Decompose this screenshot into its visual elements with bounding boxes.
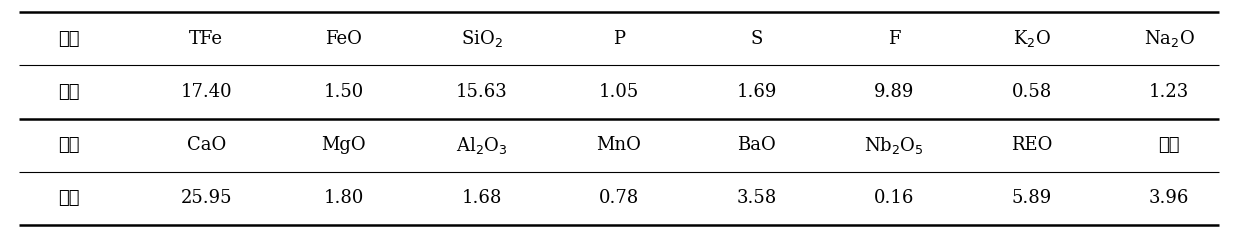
Text: 含量: 含量: [58, 190, 79, 207]
Text: 25.95: 25.95: [181, 190, 232, 207]
Text: REO: REO: [1011, 136, 1052, 154]
Text: 含量: 含量: [58, 83, 79, 101]
Text: 5.89: 5.89: [1011, 190, 1052, 207]
Text: Nb$_2$O$_5$: Nb$_2$O$_5$: [864, 135, 924, 156]
Text: 1.68: 1.68: [462, 190, 501, 207]
Text: 1.23: 1.23: [1149, 83, 1190, 101]
Text: 0.16: 0.16: [874, 190, 915, 207]
Text: 0.58: 0.58: [1011, 83, 1052, 101]
Text: 元素: 元素: [58, 136, 79, 154]
Text: K$_2$O: K$_2$O: [1013, 28, 1051, 49]
Text: S: S: [750, 30, 763, 47]
Text: 1.05: 1.05: [599, 83, 639, 101]
Text: TFe: TFe: [189, 30, 223, 47]
Text: 17.40: 17.40: [181, 83, 233, 101]
Text: F: F: [888, 30, 900, 47]
Text: 元素: 元素: [58, 30, 79, 47]
Text: 1.50: 1.50: [324, 83, 364, 101]
Text: 1.80: 1.80: [323, 190, 364, 207]
Text: 0.78: 0.78: [599, 190, 639, 207]
Text: CaO: CaO: [187, 136, 227, 154]
Text: MnO: MnO: [597, 136, 641, 154]
Text: Na$_2$O: Na$_2$O: [1144, 28, 1195, 49]
Text: 1.69: 1.69: [737, 83, 776, 101]
Text: MgO: MgO: [322, 136, 366, 154]
Text: Al$_2$O$_3$: Al$_2$O$_3$: [456, 135, 508, 156]
Text: 15.63: 15.63: [456, 83, 508, 101]
Text: 烧减: 烧减: [1159, 136, 1180, 154]
Text: FeO: FeO: [326, 30, 363, 47]
Text: BaO: BaO: [737, 136, 776, 154]
Text: P: P: [613, 30, 625, 47]
Text: 9.89: 9.89: [874, 83, 915, 101]
Text: 3.96: 3.96: [1149, 190, 1190, 207]
Text: 3.58: 3.58: [737, 190, 776, 207]
Text: SiO$_2$: SiO$_2$: [461, 28, 503, 49]
